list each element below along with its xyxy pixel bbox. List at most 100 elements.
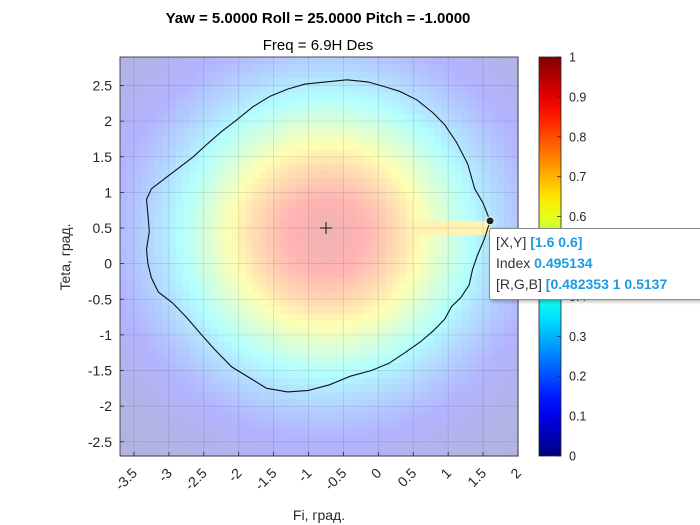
heatmap-cell xyxy=(378,327,386,336)
heatmap-cell xyxy=(133,427,142,436)
heatmap-cell xyxy=(455,320,463,329)
heatmap-cell xyxy=(210,114,219,122)
heatmap-cell xyxy=(168,192,177,201)
heatmap-cell xyxy=(147,342,156,350)
heatmap-cell xyxy=(504,313,512,322)
heatmap-cell xyxy=(273,313,282,322)
heatmap-cell xyxy=(287,128,296,136)
heatmap-cell xyxy=(238,406,247,414)
heatmap-cell xyxy=(273,292,282,300)
heatmap-cell xyxy=(420,377,428,386)
heatmap-cell xyxy=(294,220,303,229)
heatmap-cell xyxy=(406,377,414,386)
heatmap-cell xyxy=(182,128,191,136)
heatmap-cell xyxy=(203,441,212,450)
heatmap-cell xyxy=(357,420,365,429)
heatmap-cell xyxy=(385,171,393,179)
heatmap-cell xyxy=(252,413,261,421)
heatmap-cell xyxy=(483,263,491,272)
heatmap-cell xyxy=(371,406,379,414)
heatmap-cell xyxy=(133,149,142,158)
heatmap-cell xyxy=(133,391,142,400)
heatmap-cell xyxy=(126,256,135,265)
heatmap-cell xyxy=(378,178,386,186)
heatmap-cell xyxy=(455,206,463,215)
heatmap-cell xyxy=(175,384,184,393)
heatmap-cell xyxy=(350,420,358,429)
heatmap-cell xyxy=(196,149,205,158)
heatmap-cell xyxy=(196,384,205,393)
heatmap-cell xyxy=(483,178,491,186)
heatmap-cell xyxy=(273,192,282,201)
heatmap-cell xyxy=(399,299,407,307)
heatmap-cell xyxy=(357,92,365,101)
heatmap-cell xyxy=(357,206,365,215)
heatmap-cell xyxy=(469,156,477,165)
heatmap-cell xyxy=(126,441,135,450)
heatmap-cell xyxy=(357,85,365,94)
heatmap-cell xyxy=(329,256,338,265)
heatmap-cell xyxy=(357,228,365,236)
heatmap-cell xyxy=(252,78,261,87)
heatmap-cell xyxy=(120,128,128,136)
heatmap-cell xyxy=(273,114,282,122)
heatmap-cell xyxy=(504,185,512,193)
heatmap-cell xyxy=(448,128,456,136)
heatmap-cell xyxy=(133,128,142,136)
heatmap-cell xyxy=(182,135,191,144)
heatmap-cell xyxy=(287,391,296,400)
heatmap-cell xyxy=(154,228,163,236)
heatmap-cell xyxy=(483,64,491,72)
heatmap-cell xyxy=(280,142,289,151)
heatmap-cell xyxy=(308,235,317,243)
heatmap-cell xyxy=(182,228,191,236)
heatmap-cell xyxy=(224,334,233,343)
heatmap-cell xyxy=(301,220,310,229)
heatmap-cell xyxy=(315,391,324,400)
heatmap-cell xyxy=(455,78,463,87)
heatmap-cell xyxy=(175,270,184,279)
datatip-box[interactable]: [X,Y] [1.6 0.6] Index 0.495134 [R,G,B] [… xyxy=(489,228,700,300)
heatmap-cell xyxy=(273,363,282,372)
heatmap-cell xyxy=(357,220,365,229)
heatmap-cell xyxy=(504,306,512,315)
heatmap-cell xyxy=(364,420,372,429)
heatmap-cell xyxy=(182,149,191,158)
heatmap-cell xyxy=(231,292,240,300)
heatmap-cell xyxy=(336,106,345,115)
heatmap-cell xyxy=(120,121,128,129)
heatmap-cell xyxy=(245,292,254,300)
heatmap-cell xyxy=(168,57,177,65)
heatmap-cell xyxy=(252,206,261,215)
heatmap-cell xyxy=(392,92,400,101)
heatmap-cell xyxy=(315,448,324,457)
heatmap-cell xyxy=(210,263,219,272)
heatmap-cell xyxy=(420,242,428,250)
heatmap-cell xyxy=(511,370,519,379)
heatmap-cell xyxy=(504,57,512,65)
heatmap-cell xyxy=(462,121,470,129)
datatip-marker[interactable] xyxy=(485,216,495,226)
heatmap-cell xyxy=(455,313,463,322)
heatmap-cell xyxy=(245,448,254,457)
heatmap-cell xyxy=(120,64,128,72)
heatmap-cell xyxy=(259,370,268,379)
heatmap-cell xyxy=(462,228,470,236)
heatmap-cell xyxy=(343,406,352,414)
heatmap-cell xyxy=(161,206,170,215)
heatmap-cell xyxy=(322,270,331,279)
heatmap-cell xyxy=(399,420,407,429)
heatmap-cell xyxy=(350,406,358,414)
heatmap-cell xyxy=(336,377,345,386)
heatmap-cell xyxy=(210,256,219,265)
heatmap-cell xyxy=(231,370,240,379)
heatmap-cell xyxy=(224,342,233,350)
heatmap-cell xyxy=(133,185,142,193)
heatmap-cell xyxy=(210,370,219,379)
heatmap-cell xyxy=(196,363,205,372)
heatmap-cell xyxy=(196,128,205,136)
heatmap-cell xyxy=(126,399,135,407)
heatmap-cell xyxy=(497,406,505,414)
heatmap-cell xyxy=(322,256,331,265)
heatmap-cell xyxy=(231,171,240,179)
